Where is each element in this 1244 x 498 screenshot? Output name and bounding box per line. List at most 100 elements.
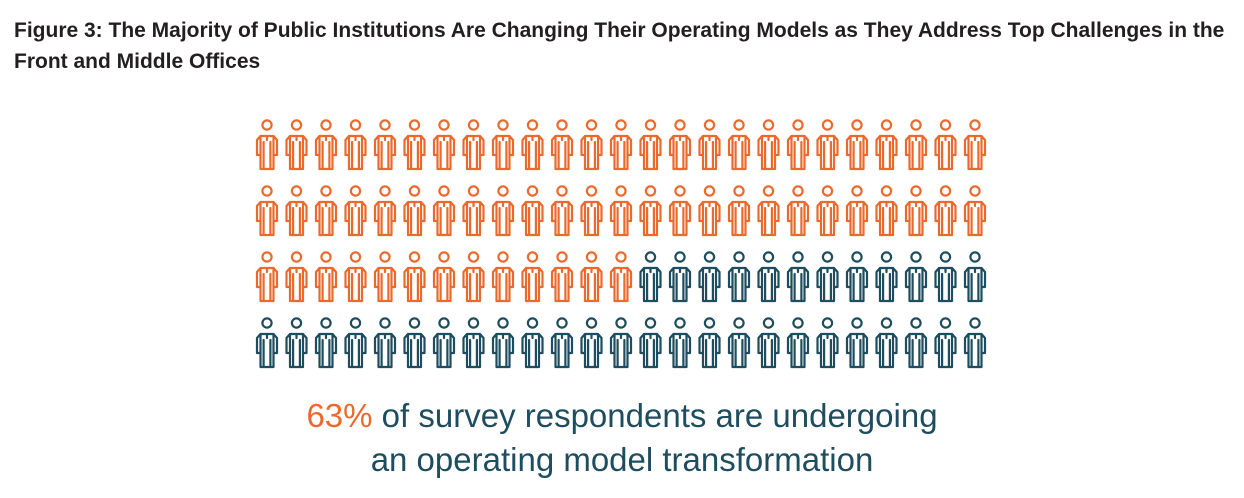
person-icon-highlighted xyxy=(462,185,485,237)
person-icon-highlighted xyxy=(550,119,574,171)
person-icon-highlighted xyxy=(255,251,279,303)
person-icon-highlighted xyxy=(757,185,780,237)
person-icon xyxy=(845,251,869,303)
figure-title: Figure 3: The Majority of Public Institu… xyxy=(14,19,1225,73)
person-icon xyxy=(285,317,308,369)
person-icon-highlighted xyxy=(255,119,279,171)
person-icon xyxy=(816,251,839,303)
person-icon-highlighted xyxy=(521,251,544,303)
caption-text-line1: of survey respondents are undergoing xyxy=(372,397,938,434)
person-icon-highlighted xyxy=(845,119,869,171)
person-icon-highlighted xyxy=(963,119,987,171)
person-icon xyxy=(698,251,721,303)
person-icon-highlighted xyxy=(491,185,515,237)
person-icon xyxy=(698,317,721,369)
person-icon-highlighted xyxy=(255,185,279,237)
person-icon xyxy=(904,251,928,303)
person-icon xyxy=(963,317,987,369)
caption: 63% of survey respondents are undergoing… xyxy=(222,394,1022,482)
person-icon-highlighted xyxy=(462,119,485,171)
person-icon xyxy=(668,317,692,369)
person-icon-highlighted xyxy=(550,185,574,237)
person-icon-highlighted xyxy=(314,185,338,237)
person-icon-highlighted xyxy=(668,119,692,171)
person-icon-highlighted xyxy=(314,251,338,303)
person-icon xyxy=(491,317,515,369)
caption-percentage: 63% xyxy=(306,397,373,434)
person-icon-highlighted xyxy=(344,119,367,171)
person-icon xyxy=(845,317,869,369)
pictogram-chart xyxy=(255,119,987,369)
person-icon-highlighted xyxy=(816,119,839,171)
person-icon-highlighted xyxy=(580,251,603,303)
person-icon xyxy=(816,317,839,369)
person-icon-highlighted xyxy=(344,185,367,237)
person-icon xyxy=(904,317,928,369)
person-icon-highlighted xyxy=(462,251,485,303)
person-icon-highlighted xyxy=(344,251,367,303)
person-icon xyxy=(373,317,397,369)
person-icon-highlighted xyxy=(373,185,397,237)
person-icon-highlighted xyxy=(609,251,633,303)
person-icon-highlighted xyxy=(698,119,721,171)
person-icon-highlighted xyxy=(432,251,456,303)
person-icon xyxy=(757,317,780,369)
person-icon-highlighted xyxy=(314,119,338,171)
person-icon-highlighted xyxy=(403,185,426,237)
person-icon-highlighted xyxy=(550,251,574,303)
person-icon-highlighted xyxy=(727,185,751,237)
person-icon-highlighted xyxy=(845,185,869,237)
person-icon xyxy=(963,251,987,303)
person-icon xyxy=(639,251,662,303)
person-icon-highlighted xyxy=(875,185,898,237)
person-icon xyxy=(786,317,810,369)
person-icon xyxy=(934,251,957,303)
person-icon-highlighted xyxy=(373,119,397,171)
person-icon-highlighted xyxy=(285,119,308,171)
person-icon xyxy=(403,317,426,369)
person-icon xyxy=(580,317,603,369)
person-icon-highlighted xyxy=(639,119,662,171)
person-icon-highlighted xyxy=(668,185,692,237)
person-icon xyxy=(668,251,692,303)
person-icon-highlighted xyxy=(580,119,603,171)
person-icon-highlighted xyxy=(403,251,426,303)
person-icon-highlighted xyxy=(904,119,928,171)
person-icon-highlighted xyxy=(491,119,515,171)
person-icon xyxy=(727,317,751,369)
person-icon-highlighted xyxy=(373,251,397,303)
person-icon xyxy=(550,317,574,369)
person-icon xyxy=(432,317,456,369)
person-icon-highlighted xyxy=(904,185,928,237)
person-icon-highlighted xyxy=(432,119,456,171)
person-icon-highlighted xyxy=(934,185,957,237)
person-icon-highlighted xyxy=(786,119,810,171)
person-icon-highlighted xyxy=(757,119,780,171)
person-icon xyxy=(757,251,780,303)
person-icon-highlighted xyxy=(580,185,603,237)
person-icon xyxy=(727,251,751,303)
person-icon-highlighted xyxy=(639,185,662,237)
person-icon-highlighted xyxy=(786,185,810,237)
person-icon-highlighted xyxy=(816,185,839,237)
caption-text-line2: an operating model transformation xyxy=(370,441,874,478)
person-icon-highlighted xyxy=(609,119,633,171)
person-icon xyxy=(875,317,898,369)
person-icon xyxy=(639,317,662,369)
person-icon-highlighted xyxy=(285,185,308,237)
person-icon-highlighted xyxy=(403,119,426,171)
person-icon xyxy=(786,251,810,303)
person-icon-highlighted xyxy=(285,251,308,303)
person-icon xyxy=(875,251,898,303)
person-icon-highlighted xyxy=(491,251,515,303)
person-icon xyxy=(462,317,485,369)
person-icon-highlighted xyxy=(698,185,721,237)
person-icon xyxy=(344,317,367,369)
person-icon-highlighted xyxy=(963,185,987,237)
person-icon-highlighted xyxy=(432,185,456,237)
person-icon-highlighted xyxy=(934,119,957,171)
person-icon-highlighted xyxy=(609,185,633,237)
person-icon xyxy=(934,317,957,369)
person-icon xyxy=(255,317,279,369)
person-icon xyxy=(521,317,544,369)
